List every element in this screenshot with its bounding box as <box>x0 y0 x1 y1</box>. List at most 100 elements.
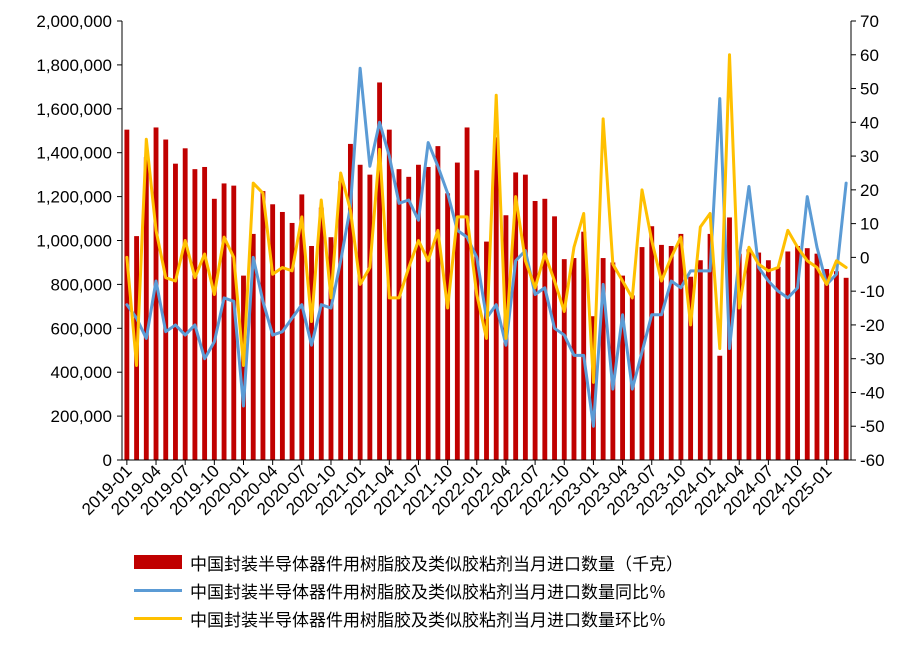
left-tick-label: 400,000 <box>51 363 112 382</box>
bar <box>659 244 664 460</box>
bar <box>756 252 762 460</box>
bar <box>804 248 810 460</box>
left-tick-label: 0 <box>103 451 112 470</box>
bar <box>688 276 694 460</box>
bar <box>192 169 198 460</box>
bar <box>736 253 742 460</box>
bar <box>522 174 528 460</box>
bar <box>590 316 596 460</box>
bar <box>620 275 626 460</box>
left-tick-label: 1,800,000 <box>36 56 112 75</box>
right-tick-label: -50 <box>860 417 885 436</box>
right-tick-label: -40 <box>860 383 885 402</box>
bar <box>221 183 227 460</box>
bar <box>406 176 412 460</box>
bar <box>435 146 441 460</box>
left-tick-label: 1,000,000 <box>36 232 112 251</box>
bar <box>552 216 557 460</box>
bar-series <box>124 82 849 461</box>
bar <box>746 249 752 460</box>
bar <box>279 211 285 460</box>
right-tick-label: 50 <box>860 80 879 99</box>
bar <box>153 127 159 461</box>
bar <box>785 251 791 460</box>
bar <box>532 200 538 461</box>
legend-label: 中国封装半导体器件用树脂胶及类似胶粘剂当月进口数量同比％ <box>190 582 666 603</box>
bar <box>231 185 237 461</box>
bar <box>561 259 567 460</box>
bar <box>250 233 256 460</box>
right-tick-label: -60 <box>860 451 885 470</box>
bar <box>309 245 314 460</box>
right-tick-label: 60 <box>860 46 879 65</box>
bar <box>260 191 266 461</box>
legend-item-yoy: 中国封装半导体器件用树脂胶及类似胶粘剂当月进口数量同比％ <box>134 576 683 604</box>
bar <box>347 143 353 461</box>
legend-swatch-bar <box>134 555 182 569</box>
bar <box>416 164 421 460</box>
bar <box>377 82 383 461</box>
bar <box>678 233 684 460</box>
legend-item-import-volume: 中国封装半导体器件用树脂胶及类似胶粘剂当月进口数量（千克） <box>134 548 683 576</box>
bar <box>328 237 334 460</box>
bar <box>571 258 577 460</box>
bar <box>814 253 820 460</box>
legend-item-mom: 中国封装半导体器件用树脂胶及类似胶粘剂当月进口数量环比％ <box>134 604 683 632</box>
bar <box>163 139 169 460</box>
line-series <box>125 53 848 428</box>
bar <box>610 262 616 460</box>
bar <box>202 166 208 460</box>
bar <box>697 260 703 460</box>
bar <box>299 194 305 460</box>
left-tick-label: 1,200,000 <box>36 188 112 207</box>
right-tick-label: -20 <box>860 316 885 335</box>
legend-label: 中国封装半导体器件用树脂胶及类似胶粘剂当月进口数量（千克） <box>190 554 683 575</box>
right-tick-label: -30 <box>860 350 885 369</box>
bar <box>318 207 324 460</box>
bar <box>707 233 713 460</box>
left-tick-label: 1,400,000 <box>36 144 112 163</box>
bar <box>211 198 217 461</box>
bar <box>338 181 344 461</box>
left-tick-label: 800,000 <box>51 275 112 294</box>
bar <box>668 245 674 460</box>
bar <box>425 166 431 460</box>
bar <box>357 164 363 460</box>
bar <box>833 271 839 460</box>
right-tick-label: 70 <box>860 12 879 31</box>
right-tick-label: 10 <box>860 215 879 234</box>
bar <box>649 226 655 460</box>
bar <box>717 355 723 460</box>
bar <box>542 198 548 461</box>
legend-swatch-line <box>134 588 182 592</box>
bar <box>843 277 849 460</box>
bar <box>454 162 460 460</box>
bar <box>143 157 149 460</box>
bar <box>464 127 470 461</box>
bar <box>513 172 519 460</box>
bar <box>765 260 771 460</box>
chart-canvas: 0 200,000 400,000 600,000 800,000 1,000,000 1,… <box>36 12 885 519</box>
bar <box>445 193 451 460</box>
right-tick-label: 0 <box>860 248 869 267</box>
bar <box>289 222 295 460</box>
bar <box>493 137 499 460</box>
bar <box>795 245 800 460</box>
mom-line <box>125 53 848 384</box>
bar <box>173 163 178 461</box>
bar <box>600 258 606 460</box>
legend: 中国封装半导体器件用树脂胶及类似胶粘剂当月进口数量（千克） 中国封装半导体器件用… <box>134 548 683 632</box>
left-tick-label: 2,000,000 <box>36 12 112 31</box>
left-tick-label: 600,000 <box>51 319 112 338</box>
left-tick-label: 1,600,000 <box>36 100 112 119</box>
bar <box>775 266 781 460</box>
bar <box>581 231 587 460</box>
right-tick-label: 30 <box>860 147 879 166</box>
axes <box>117 20 856 465</box>
right-tick-label: 20 <box>860 181 879 200</box>
bar <box>824 269 830 460</box>
bar <box>474 170 480 460</box>
bar <box>367 174 373 460</box>
bar <box>182 148 188 460</box>
